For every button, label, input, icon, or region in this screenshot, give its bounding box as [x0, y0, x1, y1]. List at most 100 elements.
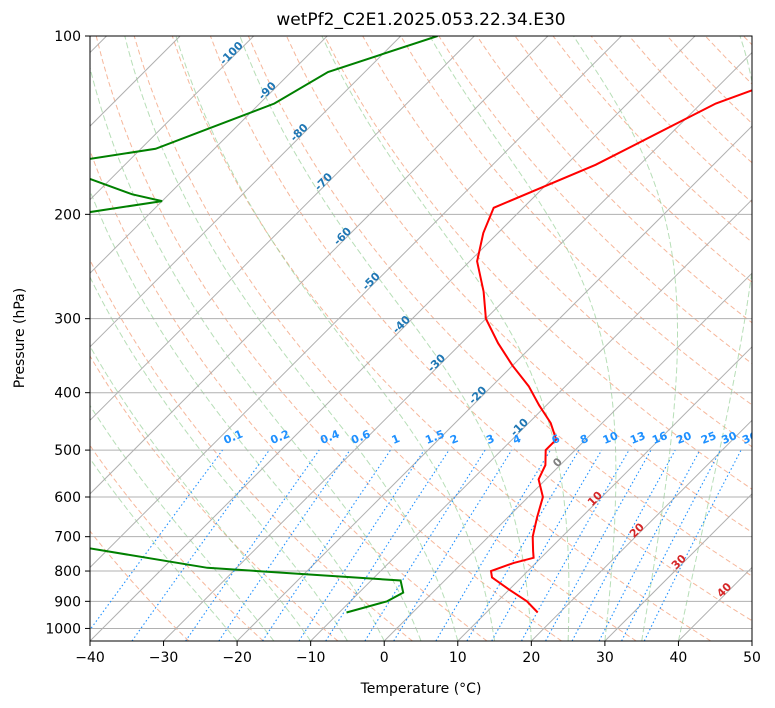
- dry-adiabat: [209, 36, 752, 622]
- x-tick-label: 50: [743, 650, 761, 666]
- dry-adiabats: [90, 36, 752, 641]
- mixing-ratio-label: 0.2: [269, 428, 292, 447]
- x-tick-label: −40: [75, 650, 105, 666]
- isotherm-label: -100: [217, 39, 246, 68]
- dry-adiabat: [438, 36, 752, 365]
- isotherm-line: [90, 36, 696, 641]
- dry-adiabat: [133, 36, 637, 641]
- isotherm-label: -40: [390, 313, 413, 336]
- x-tick-label: −10: [296, 650, 326, 666]
- mixing-ratio-line: [571, 449, 676, 641]
- moist-adiabat: [124, 36, 459, 641]
- mixing-ratio-line: [393, 449, 513, 641]
- y-tick-label: 200: [54, 207, 81, 223]
- isotherm-label: -20: [466, 383, 489, 406]
- y-tick-label: 900: [54, 594, 81, 610]
- mixing-ratio-label: 16: [650, 429, 669, 447]
- mixing-ratio-line: [325, 449, 450, 641]
- mixing-ratio-line: [185, 449, 320, 641]
- isotherm-label: -30: [425, 351, 448, 374]
- y-tick-label: 800: [54, 564, 81, 580]
- isotherm-line: [678, 566, 752, 641]
- x-tick-label: 10: [449, 650, 467, 666]
- dry-adiabat: [90, 355, 339, 641]
- isotherm-label-lower: 40: [714, 580, 734, 600]
- mixing-ratio-line: [521, 449, 630, 641]
- y-tick-label: 600: [54, 490, 81, 506]
- mixing-ratio-line: [643, 449, 742, 641]
- dry-adiabat: [171, 36, 712, 641]
- y-tick-label: 700: [54, 530, 81, 546]
- y-tick-label: 500: [54, 443, 81, 459]
- x-tick-label: 30: [596, 650, 614, 666]
- moist-adiabat: [90, 404, 275, 641]
- mixing-ratio-label: 36: [740, 429, 759, 447]
- dry-adiabat: [90, 258, 413, 641]
- dry-adiabat: [90, 530, 190, 641]
- mixing-ratio-label: 13: [628, 429, 647, 447]
- isotherm-line: [530, 419, 752, 641]
- mixing-ratio-line: [435, 449, 551, 641]
- moist-adiabat: [321, 36, 570, 641]
- isotherm-line: [163, 51, 752, 641]
- y-tick-label: 100: [54, 29, 81, 45]
- dry-adiabat: [90, 149, 488, 641]
- mixing-ratio-label: 25: [699, 429, 718, 447]
- isotherm-label: -60: [331, 225, 354, 248]
- dry-adiabat: [247, 36, 752, 577]
- dry-adiabat: [324, 36, 752, 490]
- x-tick-label: 20: [522, 650, 540, 666]
- mixing-ratio-label: 0.4: [318, 427, 341, 446]
- isotherm-line: [90, 36, 475, 422]
- moist-adiabat: [677, 36, 752, 641]
- x-tick-label: −20: [222, 650, 252, 666]
- dry-adiabat: [704, 36, 752, 85]
- dry-adiabat: [628, 36, 752, 164]
- moist-adiabat: [90, 189, 385, 641]
- isotherm-line: [90, 36, 402, 348]
- mixing-ratio-label: 3: [484, 432, 496, 447]
- moist-adiabats: [90, 36, 752, 641]
- mixing-ratio-line: [621, 449, 721, 641]
- x-axis-label: Temperature (°C): [360, 681, 482, 697]
- mixing-ratio-line: [298, 449, 425, 641]
- temperature-line: [476, 89, 752, 614]
- isotherm-line: [310, 198, 752, 641]
- isotherm-line: [90, 36, 255, 201]
- chart-title: wetPf2_C2E1.2025.053.22.34.E30: [276, 10, 565, 30]
- dry-adiabat: [95, 36, 562, 641]
- moist-adiabat: [90, 345, 312, 641]
- mixing-ratio-label: 10: [601, 429, 620, 447]
- mixing-ratio-label: 8: [578, 432, 590, 447]
- y-tick-label: 1000: [45, 621, 81, 637]
- mixing-ratio-line: [545, 449, 652, 641]
- profiles: [90, 36, 752, 614]
- mixing-ratio-line: [491, 449, 603, 641]
- isotherm-line: [90, 36, 549, 495]
- x-tick-label: 0: [380, 650, 389, 666]
- isotherm-line: [604, 493, 752, 641]
- isotherm-label-lower: 30: [669, 552, 689, 572]
- mixing-ratio-label: 1.5: [423, 428, 446, 447]
- isotherm-line: [751, 640, 752, 641]
- mixing-ratio-line: [218, 449, 351, 641]
- mixing-ratio-line: [466, 449, 580, 641]
- moist-adiabat: [239, 36, 532, 641]
- isotherm-line: [457, 346, 752, 641]
- mixing-ratio-line: [90, 449, 223, 631]
- y-tick-label: 300: [54, 312, 81, 328]
- isotherm-gridlines: [90, 36, 752, 641]
- dry-adiabat: [514, 36, 752, 283]
- mixing-ratio-label: 1: [390, 432, 402, 447]
- moist-adiabat: [90, 457, 238, 641]
- moist-adiabat: [90, 65, 422, 641]
- mixing-ratio-label: 2: [448, 432, 460, 447]
- isotherm-line: [90, 36, 328, 274]
- y-tick-label: 400: [54, 386, 81, 402]
- mixing-ratio-label: 20: [674, 429, 693, 447]
- x-tick-label: 40: [670, 650, 688, 666]
- dry-adiabat: [400, 36, 752, 406]
- dry-adiabat: [90, 444, 264, 641]
- plot-frame: [89, 35, 753, 642]
- mixing-ratio-label: 30: [720, 429, 739, 447]
